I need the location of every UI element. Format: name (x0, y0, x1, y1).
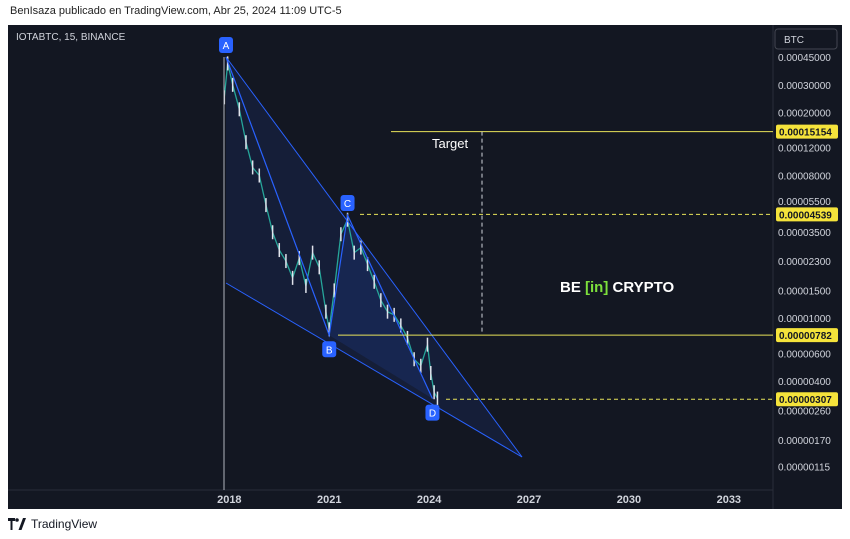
y-tick-label: 0.00005500 (778, 197, 831, 208)
y-tick-label: 0.00003500 (778, 228, 831, 239)
y-tick-label: 0.00000170 (778, 436, 831, 447)
price-level-tag-text: 0.00000307 (779, 395, 832, 406)
pattern-point-marker (219, 37, 233, 53)
y-tick-label: 0.00030000 (778, 81, 831, 92)
grid-layer (8, 25, 774, 509)
price-level-tag-text: 0.00000782 (779, 331, 832, 342)
harmonic-pattern-layer (223, 56, 523, 490)
y-tick-label: 0.00000260 (778, 407, 831, 418)
footer-brand: TradingView (31, 517, 98, 531)
price-line (223, 63, 439, 399)
x-tick-label: 2018 (217, 494, 241, 506)
lower-channel-line (225, 282, 523, 458)
pattern-point-label: B (326, 345, 333, 356)
x-tick-label: 2024 (417, 494, 442, 506)
point-labels-layer: A B C D (219, 37, 440, 421)
price-level-tag (776, 207, 838, 222)
pattern-point-marker (322, 341, 337, 358)
y-tick-label: 0.00020000 (778, 109, 831, 120)
chart-canvas[interactable]: 0.00015154 0.00004539 0.00000782 0.00000307… (8, 25, 842, 509)
symbol-label: IOTABTC, 15, BINANCE (16, 32, 126, 43)
watermark-middle: [in] (585, 279, 608, 296)
x-tick-label: 2030 (617, 494, 641, 506)
y-tick-label: 0.00000600 (778, 349, 831, 360)
tradingview-logo-icon (8, 518, 26, 530)
pattern-point-marker (425, 404, 440, 421)
price-level-tag-text: 0.00004539 (779, 210, 832, 221)
price-levels-layer: 0.00015154 0.00004539 0.00000782 0.00000307… (338, 124, 838, 407)
y-tick-label: 0.00001000 (778, 314, 831, 325)
price-level-tag (776, 124, 838, 139)
pattern-inner-fill (226, 57, 433, 399)
x-tick-label: 2027 (517, 494, 541, 506)
y-tick-label: 0.00012000 (778, 144, 831, 155)
pattern-point-label: C (344, 199, 351, 210)
currency-button-label: BTC (784, 35, 804, 46)
misc-layer: IOTABTC, 15, BINANCE BTC BE [in] CRYPTO (16, 28, 838, 296)
abcd-path (225, 56, 434, 399)
x-tick-label: 2033 (717, 494, 741, 506)
target-label: Target (432, 136, 469, 151)
publish-caption: BenIsaza publicado en TradingView.com, A… (10, 5, 342, 17)
y-tick-label: 0.00008000 (778, 172, 831, 183)
watermark-right: CRYPTO (608, 279, 674, 296)
pattern-point-marker (340, 195, 355, 211)
pattern-point-label: A (223, 41, 230, 52)
currency-button[interactable]: BTC (774, 28, 838, 50)
price-level-tag-text: 0.00015154 (779, 128, 832, 139)
footer: TradingView (8, 515, 97, 533)
pattern-point-label: D (429, 409, 436, 420)
y-tick-label: 0.00000400 (778, 377, 831, 388)
price-level-tag (776, 392, 838, 407)
y-tick-label: 0.00045000 (778, 53, 831, 64)
y-tick-label: 0.00001500 (778, 286, 831, 297)
watermark-left: BE (560, 279, 585, 296)
upper-channel-line (225, 56, 523, 458)
price-level-tag (776, 328, 838, 343)
y-tick-label: 0.00000115 (778, 463, 831, 474)
watermark-logo: BE [in] CRYPTO (560, 279, 675, 296)
y-tick-label: 0.00002300 (778, 257, 831, 268)
axis-layer: 0.00045000 0.00030000 0.00020000 0.00012000… (217, 53, 831, 506)
chart-panel[interactable]: 0.00015154 0.00004539 0.00000782 0.00000307… (8, 25, 842, 509)
x-tick-label: 2021 (317, 494, 341, 506)
currency-button-frame (774, 28, 838, 50)
